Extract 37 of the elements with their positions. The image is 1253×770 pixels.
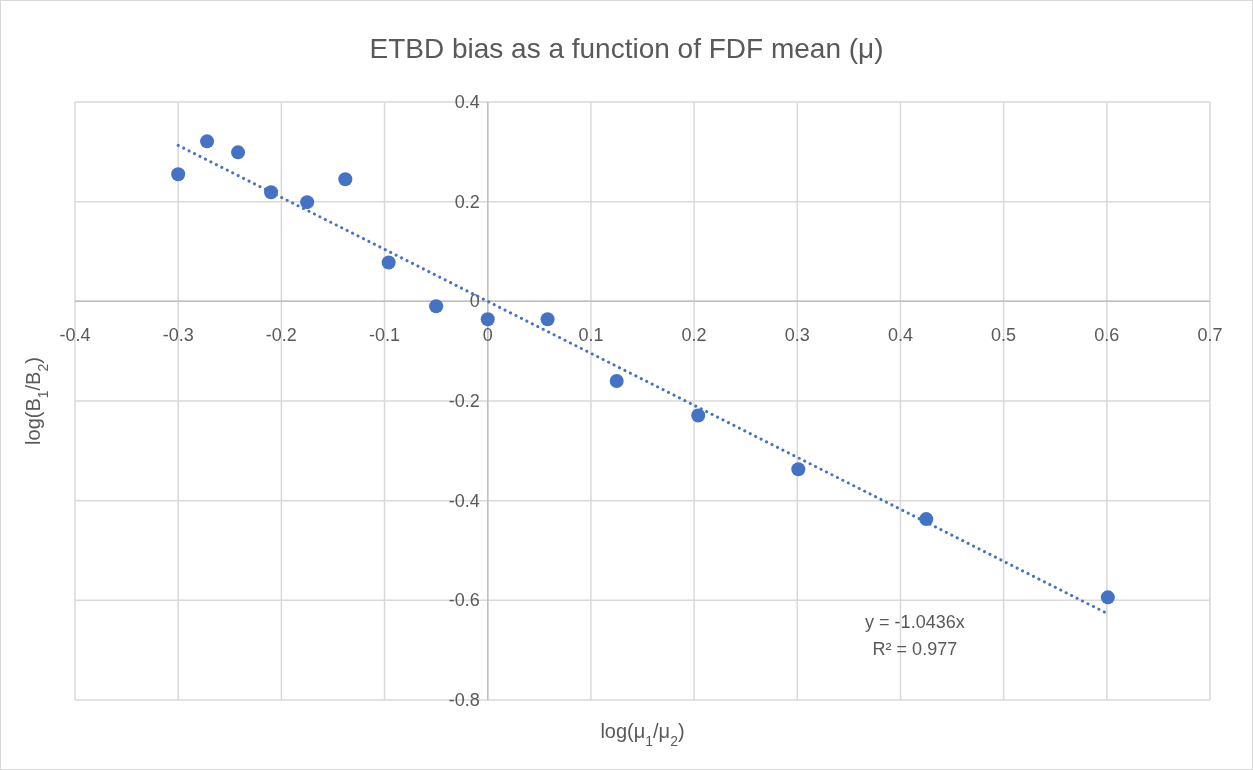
x-tick-label: 0.1 xyxy=(578,325,604,346)
x-tick-label: -0.2 xyxy=(265,325,297,346)
point xyxy=(919,512,934,527)
point xyxy=(381,255,396,270)
point xyxy=(691,408,706,423)
annotation: R² = 0.977 xyxy=(872,639,958,659)
x-tick-label: 0.6 xyxy=(1094,325,1120,346)
chart-title: ETBD bias as a function of FDF mean (μ) xyxy=(369,33,884,64)
y-tick-label: -0.6 xyxy=(448,590,480,611)
point xyxy=(1100,590,1115,605)
y-tick-label: -0.8 xyxy=(448,690,480,710)
point xyxy=(231,145,246,160)
x-tick-label: 0.5 xyxy=(991,325,1017,346)
x-tick-label: 0.2 xyxy=(681,325,707,346)
point xyxy=(480,312,495,327)
y-tick-label: -0.4 xyxy=(448,490,480,511)
x-tick-label: 0.4 xyxy=(887,325,913,346)
x-tick-label: -0.3 xyxy=(162,325,194,346)
point xyxy=(429,299,444,314)
x-tick-label: 0 xyxy=(482,325,493,346)
y-tick-label: 0.4 xyxy=(454,92,480,112)
x-tick-label: -0.1 xyxy=(369,325,401,346)
point xyxy=(609,374,624,389)
point xyxy=(171,167,186,182)
x-axis-title: log(μ$_{1}$/μ$_{2}$) xyxy=(600,720,685,749)
point xyxy=(540,312,555,327)
x-tick-label: 0.3 xyxy=(784,325,810,346)
point xyxy=(200,134,215,149)
y-tick-label: -0.2 xyxy=(448,391,480,411)
annotation: y = -1.0436x xyxy=(865,612,965,632)
y-tick-label: 0.2 xyxy=(454,191,480,212)
x-tick-label: 0.7 xyxy=(1197,325,1223,346)
point xyxy=(300,195,315,210)
y-tick-label: 0 xyxy=(469,291,480,312)
point xyxy=(338,172,353,187)
x-tick-label: -0.4 xyxy=(59,325,91,346)
point xyxy=(791,462,806,477)
